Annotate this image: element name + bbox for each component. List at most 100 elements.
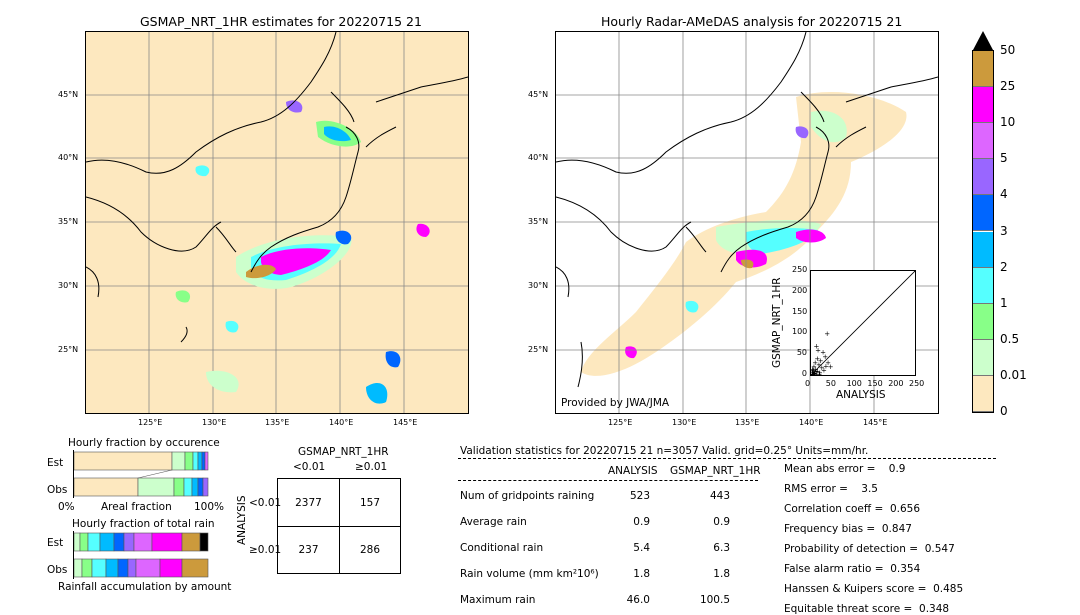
inset-ytick: 100 <box>792 327 808 337</box>
contingency-table: 2377 157 237 286 <box>277 478 401 574</box>
colorbar-label: 50 <box>1000 43 1016 57</box>
scatter-point: + <box>815 367 821 375</box>
colorbar-label: 25 <box>1000 79 1016 94</box>
occurrence-row-est: Est <box>47 457 64 469</box>
scatter-point: + <box>811 370 815 375</box>
scatter-point: + <box>818 357 824 365</box>
provided-by-label: Provided by JWA/JMA <box>561 397 670 409</box>
scatter-point: + <box>825 359 831 367</box>
validation-score: Hanssen & Kuipers score = 0.485 <box>784 583 964 595</box>
inset-xtick: 150 <box>867 379 883 388</box>
colorbar-label: 0.5 <box>1000 331 1020 346</box>
left-lon-label: 135°E <box>265 418 290 427</box>
left-map: 45°N 40°N 35°N 30°N 25°N 125°E 130°E 135… <box>58 31 469 427</box>
inset-xtick: 0 <box>805 379 811 388</box>
validation-score: Probability of detection = 0.547 <box>784 543 955 555</box>
left-map-title: GSMAP_NRT_1HR estimates for 20220715 21 <box>140 14 422 29</box>
colorbar-segment <box>973 267 993 304</box>
left-lat-label: 35°N <box>58 217 79 226</box>
contingency-col-label: ≥0.01 <box>355 461 388 473</box>
left-lat-label: 40°N <box>58 153 79 162</box>
occurrence-axis-mid: Areal fraction <box>101 501 172 513</box>
scatter-point: + <box>817 369 823 375</box>
colorbar-segment <box>973 231 993 268</box>
scatter-point: + <box>814 355 820 363</box>
colorbar-label: 2 <box>1000 259 1008 274</box>
right-lon-label: 125°E <box>608 418 633 427</box>
total-row-obs: Obs <box>47 564 68 576</box>
validation-score: Correlation coeff = 0.656 <box>784 503 920 515</box>
right-lat-label: 35°N <box>528 217 549 226</box>
occurrence-row-obs: Obs <box>47 484 68 496</box>
scatter-point: + <box>811 370 817 375</box>
scatter-point: + <box>824 330 830 338</box>
scatter-point: + <box>811 367 816 375</box>
validation-divider <box>458 458 996 459</box>
scatter-point: + <box>819 364 825 372</box>
inset-xtick: 100 <box>846 379 862 388</box>
colorbar-label: 1 <box>1000 295 1008 310</box>
scatter-point: + <box>822 353 828 361</box>
colorbar-segment <box>973 87 993 124</box>
colorbar-segments <box>973 51 993 412</box>
colorbar <box>972 50 994 413</box>
occurrence-axis-left: 0% <box>58 501 75 513</box>
inset-scatter-svg: ++++++++++++++++++++++++++++++ <box>811 271 915 375</box>
validation-row-analysis: 5.4 <box>633 542 650 554</box>
validation-row-analysis: 523 <box>629 490 650 502</box>
left-lon-label: 125°E <box>138 418 163 427</box>
validation-score: RMS error = 3.5 <box>784 483 878 495</box>
validation-col-divider <box>458 480 758 481</box>
colorbar-segment <box>973 375 993 412</box>
validation-row-label: Rain volume (mm km²10⁶) <box>460 568 599 580</box>
inset-xtick: 200 <box>888 379 904 388</box>
validation-row-analysis: 46.0 <box>626 594 650 606</box>
colorbar-label: 10 <box>1000 115 1016 130</box>
contingency-cell: 286 <box>359 544 381 556</box>
colorbar-segment <box>973 159 993 196</box>
validation-col-gsmap: GSMAP_NRT_1HR <box>670 465 761 477</box>
colorbar-segment <box>973 339 993 376</box>
scatter-point: + <box>813 370 819 375</box>
scatter-point: + <box>813 342 819 350</box>
left-lat-label: 30°N <box>58 281 79 290</box>
inset-ytick: 50 <box>796 348 807 358</box>
validation-row-gsmap: 0.9 <box>713 516 730 528</box>
scatter-point: + <box>816 371 822 375</box>
inset-ytick: 200 <box>792 285 808 295</box>
scatter-point: + <box>813 368 819 375</box>
validation-score: Frequency bias = 0.847 <box>784 523 912 535</box>
contingency-row-label: <0.01 <box>249 497 282 509</box>
inset-ylabel: GSMAP_NRT_1HR <box>771 277 783 368</box>
scatter-point: + <box>811 363 817 371</box>
colorbar-label: 0.01 <box>1000 367 1027 382</box>
colorbar-label: 4 <box>1000 187 1008 202</box>
left-lon-label: 140°E <box>329 418 354 427</box>
right-lat-label: 45°N <box>528 90 549 99</box>
right-lon-label: 140°E <box>799 418 824 427</box>
contingency-cell: 2377 <box>295 497 322 509</box>
contingency-title: GSMAP_NRT_1HR <box>298 446 389 458</box>
contingency-cell: 237 <box>298 544 319 556</box>
inset-ytick: 150 <box>792 306 808 316</box>
colorbar-label: 5 <box>1000 151 1008 166</box>
scatter-point: + <box>811 371 816 375</box>
contingency-cell: 157 <box>359 497 381 509</box>
right-map-title: Hourly Radar-AMeDAS analysis for 2022071… <box>601 14 903 29</box>
scatter-point: + <box>811 371 817 375</box>
inset-xtick: 250 <box>909 379 925 388</box>
colorbar-segment <box>973 123 993 160</box>
inset-ytick: 250 <box>792 265 808 274</box>
scatter-point: + <box>812 369 818 375</box>
validation-row-gsmap: 1.8 <box>713 568 730 580</box>
right-lon-label: 135°E <box>735 418 760 427</box>
total-title: Hourly fraction of total rain <box>72 518 215 530</box>
colorbar-arrow-icon <box>973 31 993 50</box>
total-row-est: Est <box>47 537 64 549</box>
right-lat-label: 25°N <box>528 345 549 354</box>
occurrence-axis-right: 100% <box>194 501 225 513</box>
right-lat-label: 40°N <box>528 153 549 162</box>
scatter-point: + <box>821 367 827 375</box>
validation-row-label: Conditional rain <box>460 542 544 554</box>
validation-row-label: Num of gridpoints raining <box>460 490 595 502</box>
